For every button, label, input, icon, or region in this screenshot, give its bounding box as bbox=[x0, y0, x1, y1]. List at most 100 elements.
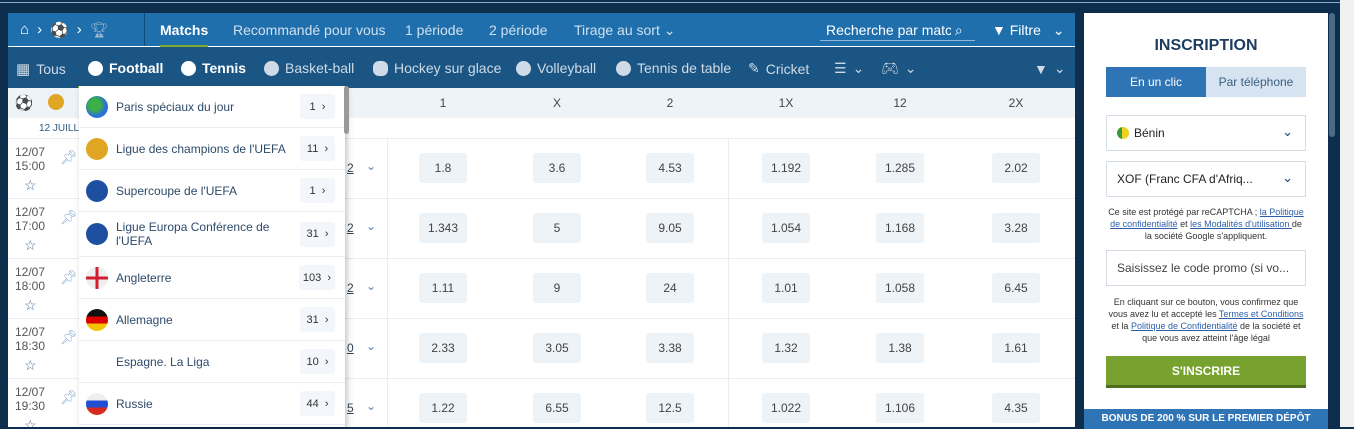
more-markets-link[interactable]: 2 bbox=[347, 281, 354, 295]
terms-of-use-link[interactable]: les Modalités d'utilisation bbox=[1190, 219, 1292, 229]
odds-button[interactable]: 1.285 bbox=[876, 153, 924, 183]
sport-hockey[interactable]: Hockey sur glace bbox=[373, 60, 501, 76]
terms-link[interactable]: Termes et Conditions bbox=[1218, 309, 1304, 319]
chevron-down-icon[interactable]: ⌄ bbox=[366, 279, 377, 293]
odds-button[interactable]: 1.058 bbox=[876, 273, 924, 303]
odds-button[interactable]: 1.32 bbox=[762, 333, 810, 363]
odds-button[interactable]: 3.28 bbox=[992, 213, 1040, 243]
league-item[interactable]: Russie 44 › bbox=[79, 383, 345, 425]
star-icon[interactable]: ☆ bbox=[24, 357, 37, 373]
column-x[interactable]: X bbox=[552, 96, 562, 110]
more-markets-link[interactable]: 5 bbox=[347, 401, 354, 415]
column-1[interactable]: 1 bbox=[439, 96, 447, 110]
more-markets-link[interactable]: 0 bbox=[347, 341, 354, 355]
column-12[interactable]: 12 bbox=[893, 96, 907, 110]
odds-button[interactable]: 4.53 bbox=[646, 153, 694, 183]
signup-scrollbar[interactable] bbox=[1329, 13, 1335, 137]
sport-basketball[interactable]: Basket-ball bbox=[264, 60, 354, 76]
odds-button[interactable]: 2.02 bbox=[992, 153, 1040, 183]
dropdown-scrollbar[interactable] bbox=[344, 86, 349, 134]
more-sports-button[interactable]: ☰ ⌄ bbox=[834, 60, 864, 77]
promo-code-input[interactable]: Saisissez le code promo (si vo... bbox=[1106, 250, 1306, 286]
column-1x[interactable]: 1X bbox=[778, 96, 794, 110]
odds-button[interactable]: 5 bbox=[533, 213, 581, 243]
sport-cricket[interactable]: ✎ Cricket bbox=[748, 60, 809, 77]
odds-button[interactable]: 9.05 bbox=[646, 213, 694, 243]
tab-matchs[interactable]: Matchs bbox=[160, 22, 209, 47]
esports-button[interactable]: 🎮︎ ⌄ bbox=[881, 60, 917, 77]
odds-button[interactable]: 1.054 bbox=[762, 213, 810, 243]
privacy-policy-link[interactable]: Politique de Confidentialité bbox=[1130, 321, 1238, 331]
odds-button[interactable]: 4.35 bbox=[992, 393, 1040, 423]
odds-button[interactable]: 9 bbox=[533, 273, 581, 303]
column-2x[interactable]: 2X bbox=[1008, 96, 1024, 110]
chevron-down-icon[interactable]: ⌄ bbox=[366, 399, 377, 413]
pin-icon[interactable]: 📌︎ bbox=[60, 149, 78, 165]
sport-tennis[interactable]: Tennis bbox=[181, 60, 246, 76]
tab-period-1[interactable]: 1 période bbox=[405, 22, 464, 38]
country-select[interactable]: Bénin ⌄ bbox=[1106, 115, 1306, 151]
search-input[interactable]: Recherche par match ⌕ bbox=[820, 19, 975, 41]
currency-select[interactable]: XOF (Franc CFA d'Afriq... ⌄ bbox=[1106, 161, 1306, 197]
more-markets-link[interactable]: 2 bbox=[347, 221, 354, 235]
star-icon[interactable]: ☆ bbox=[24, 297, 37, 313]
tab-one-click[interactable]: En un clic bbox=[1106, 67, 1206, 97]
football-icon[interactable]: ⚽ bbox=[14, 95, 34, 112]
league-item[interactable]: Ligue Europa Conférence de l'UEFA 31 › bbox=[79, 212, 345, 257]
odds-button[interactable]: 1.01 bbox=[762, 273, 810, 303]
odds-button[interactable]: 1.343 bbox=[419, 213, 467, 243]
odds-button[interactable]: 12.5 bbox=[646, 393, 694, 423]
sports-filter-button[interactable]: ▼ ⌄ bbox=[1034, 60, 1066, 77]
odds-button[interactable]: 6.45 bbox=[992, 273, 1040, 303]
odds-button[interactable]: 1.11 bbox=[419, 273, 467, 303]
more-markets-link[interactable]: 2 bbox=[347, 161, 354, 175]
search-icon[interactable]: ⌕ bbox=[954, 22, 963, 38]
sport-all[interactable]: ▦ Tous bbox=[16, 60, 66, 78]
trophy-icon[interactable] bbox=[48, 94, 64, 110]
league-item[interactable]: Espagne. La Liga 10 › bbox=[79, 341, 345, 383]
sport-football[interactable]: Football bbox=[88, 60, 163, 76]
odds-button[interactable]: 1.168 bbox=[876, 213, 924, 243]
odds-button[interactable]: 1.106 bbox=[876, 393, 924, 423]
football-icon[interactable]: ⚽ bbox=[50, 21, 69, 39]
odds-button[interactable]: 6.55 bbox=[533, 393, 581, 423]
column-2[interactable]: 2 bbox=[666, 96, 674, 110]
odds-button[interactable]: 1.22 bbox=[419, 393, 467, 423]
home-icon[interactable]: ⌂ bbox=[20, 21, 30, 38]
tab-draw[interactable]: Tirage au sort ⌄ bbox=[574, 22, 675, 39]
sport-volleyball[interactable]: Volleyball bbox=[516, 60, 596, 76]
pin-icon[interactable]: 📌︎ bbox=[60, 389, 78, 405]
league-item[interactable]: Allemagne 31 › bbox=[79, 299, 345, 341]
sport-table-tennis[interactable]: Tennis de table bbox=[616, 60, 731, 76]
pin-icon[interactable]: 📌︎ bbox=[60, 269, 78, 285]
tab-phone[interactable]: Par téléphone bbox=[1206, 67, 1306, 97]
pin-icon[interactable]: 📌︎ bbox=[60, 209, 78, 225]
star-icon[interactable]: ☆ bbox=[24, 177, 37, 193]
odds-button[interactable]: 24 bbox=[646, 273, 694, 303]
odds-button[interactable]: 3.05 bbox=[533, 333, 581, 363]
chevron-down-icon[interactable]: ⌄ bbox=[366, 339, 377, 353]
bonus-banner[interactable]: BONUS DE 200 % SUR LE PREMIER DÉPÔT bbox=[1084, 409, 1328, 429]
page-scrollbar-track[interactable] bbox=[1340, 0, 1354, 427]
odds-button[interactable]: 3.38 bbox=[646, 333, 694, 363]
chevron-down-icon[interactable]: ⌄ bbox=[366, 219, 377, 233]
star-icon[interactable]: ☆ bbox=[24, 417, 37, 427]
register-button[interactable]: S'INSCRIRE bbox=[1106, 356, 1306, 388]
league-item[interactable]: Paris spéciaux du jour 1 › bbox=[79, 86, 345, 128]
league-item[interactable]: Angleterre 103 › bbox=[79, 257, 345, 299]
star-icon[interactable]: ☆ bbox=[24, 237, 37, 253]
league-item[interactable]: Supercoupe de l'UEFA 1 › bbox=[79, 170, 345, 212]
trophy-icon[interactable]: 🏆︎ bbox=[89, 21, 109, 39]
odds-button[interactable]: 1.192 bbox=[762, 153, 810, 183]
odds-button[interactable]: 1.38 bbox=[876, 333, 924, 363]
tab-period-2[interactable]: 2 période bbox=[489, 22, 548, 38]
odds-button[interactable]: 1.61 bbox=[992, 333, 1040, 363]
privacy-link[interactable]: la Politique de confidentialité bbox=[1110, 207, 1304, 229]
league-item[interactable]: Ligue des champions de l'UEFA 11 › bbox=[79, 128, 345, 170]
odds-button[interactable]: 2.33 bbox=[419, 333, 467, 363]
pin-icon[interactable]: 📌︎ bbox=[60, 329, 78, 345]
chevron-down-icon[interactable]: ⌄ bbox=[366, 159, 377, 173]
odds-button[interactable]: 1.8 bbox=[419, 153, 467, 183]
tab-recommended[interactable]: Recommandé pour vous bbox=[233, 22, 386, 38]
odds-button[interactable]: 3.6 bbox=[533, 153, 581, 183]
